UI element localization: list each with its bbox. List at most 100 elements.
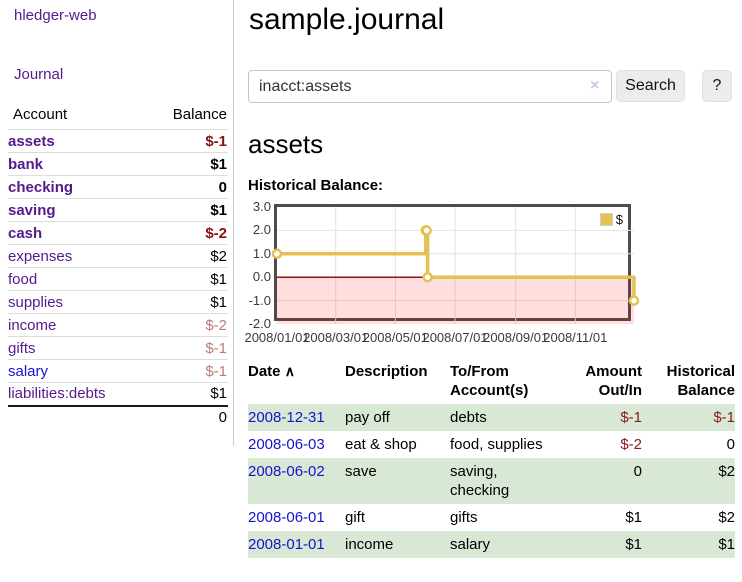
account-balance: $1 <box>210 201 227 219</box>
page-title: sample.journal <box>249 3 445 36</box>
account-balance: $2 <box>210 247 227 265</box>
transaction-date-link[interactable]: 2008-06-02 <box>248 463 325 480</box>
transaction-accounts: food, supplies <box>450 436 543 453</box>
accounts-total-row: 0 <box>8 405 228 429</box>
y-axis-tick-label: -2.0 <box>248 316 271 331</box>
transaction-row: 2008-06-03 eat & shop food, supplies $-2 0 <box>248 431 735 458</box>
account-row: food $1 <box>8 267 228 291</box>
transaction-accounts: salary <box>450 536 491 553</box>
transaction-accounts: gifts <box>450 509 478 526</box>
transaction-row: 2008-01-01 income salary $1 $1 <box>248 531 735 558</box>
transaction-accounts: saving, checking <box>450 463 510 499</box>
sidebar-account-link[interactable]: expenses <box>8 247 73 265</box>
register-table: Date ∧ Description To/From Account(s) Am… <box>248 359 735 558</box>
sidebar-account-link[interactable]: cash <box>8 224 43 242</box>
account-balance: $1 <box>210 270 227 288</box>
account-balance: $1 <box>210 293 227 311</box>
account-heading: assets <box>248 129 324 159</box>
balance-column-header: Historical Balance <box>666 363 735 399</box>
brand-link[interactable]: hledger-web <box>14 7 97 24</box>
balance-column-header: Balance <box>172 106 227 123</box>
chart-svg <box>271 207 640 324</box>
account-balance: $-2 <box>205 224 227 242</box>
register-header-row: Date ∧ Description To/From Account(s) Am… <box>248 359 735 404</box>
chart-plot-area: $ <box>271 204 640 324</box>
sidebar-account-link[interactable]: salary <box>8 362 49 380</box>
transaction-balance: $1 <box>718 536 735 553</box>
sidebar-account-link[interactable]: saving <box>8 201 56 219</box>
x-axis-tick-label: 2008/11/01 <box>543 330 608 345</box>
account-row: checking 0 <box>8 175 228 199</box>
transaction-description: pay off <box>345 409 390 426</box>
transaction-row: 2008-06-01 gift gifts $1 $2 <box>248 504 735 531</box>
x-axis-tick-label: 2008/05/01 <box>362 330 428 345</box>
transaction-amount: $-2 <box>620 436 642 453</box>
transaction-description: eat & shop <box>345 436 417 453</box>
date-column-header[interactable]: Date ∧ <box>248 359 345 404</box>
sidebar-item-journal[interactable]: Journal <box>14 66 64 83</box>
help-button[interactable]: ? <box>702 70 732 102</box>
transaction-description: gift <box>345 509 366 526</box>
chart-legend: $ <box>599 212 623 227</box>
sidebar-account-link[interactable]: supplies <box>8 293 64 311</box>
sidebar-account-link[interactable]: income <box>8 316 57 334</box>
x-axis-tick-label: 2008/03/01 <box>303 330 369 345</box>
clear-search-icon[interactable]: × <box>590 77 600 94</box>
sidebar-account-link[interactable]: bank <box>8 155 44 173</box>
y-axis-tick-label: 3.0 <box>252 199 271 214</box>
register-table-body: 2008-12-31 pay off debts $-1 $-1 2008-06-03 ea… <box>248 404 735 558</box>
account-balance: $-1 <box>205 362 227 380</box>
y-axis-tick-label: -1.0 <box>248 292 271 308</box>
y-axis-tick-label: 0.0 <box>252 269 271 285</box>
transaction-amount: $1 <box>625 509 642 526</box>
account-balance: $1 <box>210 385 227 403</box>
chart: $ 3.0 2.0 1.0 0.0 -1.0 -2.0 2008/01/01 2008/03/… <box>244 199 742 351</box>
transaction-row: 2008-06-02 save saving, checking 0 $2 <box>248 458 735 504</box>
transaction-date-link[interactable]: 2008-12-31 <box>248 409 325 426</box>
account-row: saving $1 <box>8 198 228 222</box>
sidebar-account-link[interactable]: liabilities:debts <box>8 385 106 403</box>
sort-ascending-icon: ∧ <box>284 363 295 379</box>
transaction-description: income <box>345 536 394 553</box>
account-row: liabilities:debts $1 <box>8 382 228 406</box>
date-header-label: Date <box>248 363 281 380</box>
account-balance: $-1 <box>205 132 227 150</box>
transaction-balance: 0 <box>726 436 735 453</box>
transaction-date-link[interactable]: 2008-01-01 <box>248 536 325 553</box>
transaction-amount: 0 <box>633 463 642 480</box>
transaction-description: save <box>345 463 377 480</box>
y-axis-tick-label: 2.0 <box>252 222 271 238</box>
accounts-table: Account Balance assets $-1 bank $1 checking 0… <box>8 102 228 429</box>
account-row: salary $-1 <box>8 359 228 383</box>
legend-swatch-icon <box>599 213 613 226</box>
sidebar-divider <box>233 0 234 446</box>
account-row: income $-2 <box>8 313 228 337</box>
transaction-amount: $1 <box>625 536 642 553</box>
transaction-balance: $-1 <box>713 409 735 426</box>
transaction-amount: $-1 <box>620 409 642 426</box>
accounts-total-balance: 0 <box>218 409 227 426</box>
account-row: cash $-2 <box>8 221 228 245</box>
transaction-balance: $2 <box>718 463 735 480</box>
y-axis-tick-label: 1.0 <box>252 245 271 261</box>
transaction-date-link[interactable]: 2008-06-03 <box>248 436 325 453</box>
account-balance: $1 <box>210 155 227 173</box>
search-button[interactable]: Search <box>616 70 685 102</box>
sidebar-account-link[interactable]: gifts <box>8 339 36 357</box>
account-row: gifts $-1 <box>8 336 228 360</box>
transaction-row: 2008-12-31 pay off debts $-1 $-1 <box>248 404 735 431</box>
account-balance: 0 <box>218 178 227 196</box>
accounts-total-spacer <box>8 406 144 429</box>
transaction-accounts: debts <box>450 409 487 426</box>
search-input[interactable] <box>248 70 612 103</box>
x-axis-tick-label: 2008/01/01 <box>244 330 310 345</box>
sidebar-account-link[interactable]: assets <box>8 132 55 150</box>
transaction-date-link[interactable]: 2008-06-01 <box>248 509 325 526</box>
sidebar-account-link[interactable]: checking <box>8 178 74 196</box>
account-row: supplies $1 <box>8 290 228 314</box>
x-axis-tick-label: 2008/07/01 <box>422 330 488 345</box>
x-axis-tick-label: 2008/09/01 <box>483 330 549 345</box>
accounts-column-header: To/From Account(s) <box>450 363 529 399</box>
account-column-header: Account <box>13 106 68 123</box>
sidebar-account-link[interactable]: food <box>8 270 38 288</box>
